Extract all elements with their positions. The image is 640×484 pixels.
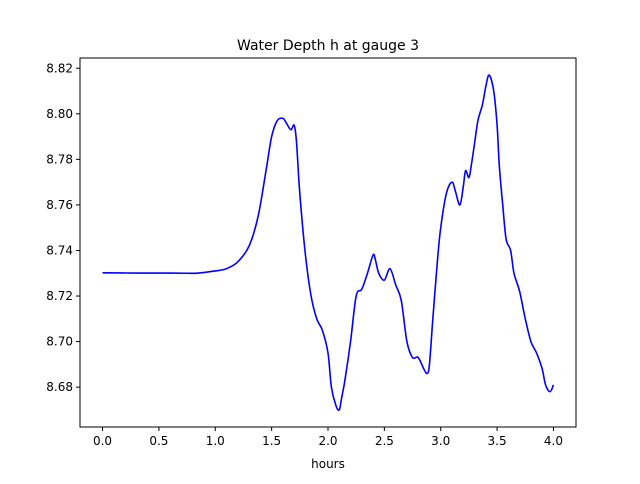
x-tick-label: 4.0	[544, 434, 563, 448]
plot-area	[80, 58, 576, 427]
x-axis: 0.0 0.5 1.0 1.5 2.0 2.5 3.0 3.5 4.0	[93, 427, 563, 448]
y-tick-label: 8.70	[46, 335, 73, 349]
x-tick-label: 0.5	[149, 434, 168, 448]
x-tick-label: 1.5	[262, 434, 281, 448]
y-tick-label: 8.76	[46, 198, 73, 212]
x-tick-label: 0.0	[93, 434, 112, 448]
plot-frame	[79, 57, 577, 428]
x-tick-label: 2.0	[318, 434, 337, 448]
x-tick-label: 3.5	[488, 434, 507, 448]
x-axis-label: hours	[311, 457, 345, 471]
y-tick-label: 8.78	[46, 152, 73, 166]
y-tick-label: 8.68	[46, 380, 73, 394]
x-tick-label: 2.5	[375, 434, 394, 448]
x-tick-label: 1.0	[206, 434, 225, 448]
x-tick-label: 3.0	[431, 434, 450, 448]
y-axis: 8.68 8.70 8.72 8.74 8.76 8.78 8.80 8.82	[46, 61, 80, 394]
y-tick-label: 8.80	[46, 107, 73, 121]
y-tick-label: 8.74	[46, 243, 73, 257]
y-tick-label: 8.82	[46, 61, 73, 75]
chart-title: Water Depth h at gauge 3	[237, 38, 419, 54]
y-tick-label: 8.72	[46, 289, 73, 303]
series-line-water-depth	[102, 74, 555, 412]
